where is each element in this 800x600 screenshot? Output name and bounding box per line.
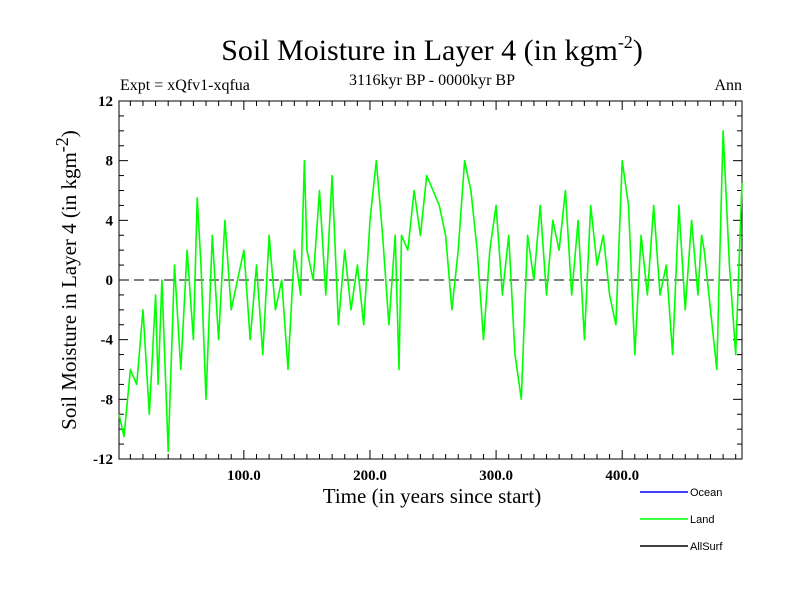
- x-tick-label: 200.0: [353, 468, 387, 484]
- legend-land-label: Land: [690, 514, 714, 526]
- legend-allsurf-label: AllSurf: [690, 541, 723, 553]
- y-tick-label: 12: [98, 94, 113, 110]
- x-axis: 100.0 200.0 300.0 400.0: [129, 101, 737, 484]
- x-tick-label: 400.0: [605, 468, 639, 484]
- legend-ocean-label: Ocean: [690, 487, 722, 499]
- season-label: Ann: [714, 77, 742, 94]
- y-tick-label: -4: [101, 333, 114, 349]
- legend: Ocean Land AllSurf: [640, 487, 723, 553]
- expt-label: Expt = xQfv1-xqfua: [120, 77, 250, 94]
- x-tick-label: 300.0: [479, 468, 513, 484]
- y-tick-label: -8: [101, 392, 114, 408]
- y-tick-label: -12: [93, 452, 113, 468]
- chart-title: Soil Moisture in Layer 4 (in kgm-2): [221, 32, 643, 67]
- y-axis: -12 -8 -4 0 4 8 12: [93, 94, 742, 468]
- x-tick-label: 100.0: [227, 468, 261, 484]
- x-axis-label: Time (in years since start): [323, 484, 542, 508]
- y-axis-label: Soil Moisture in Layer 4 (in kgm-2): [52, 130, 81, 430]
- y-tick-label: 8: [106, 154, 114, 170]
- series-line-land: [118, 130, 743, 453]
- chart-subtitle: 3116kyr BP - 0000kyr BP: [349, 72, 515, 89]
- y-tick-label: 0: [106, 273, 114, 289]
- y-tick-label: 4: [106, 213, 114, 229]
